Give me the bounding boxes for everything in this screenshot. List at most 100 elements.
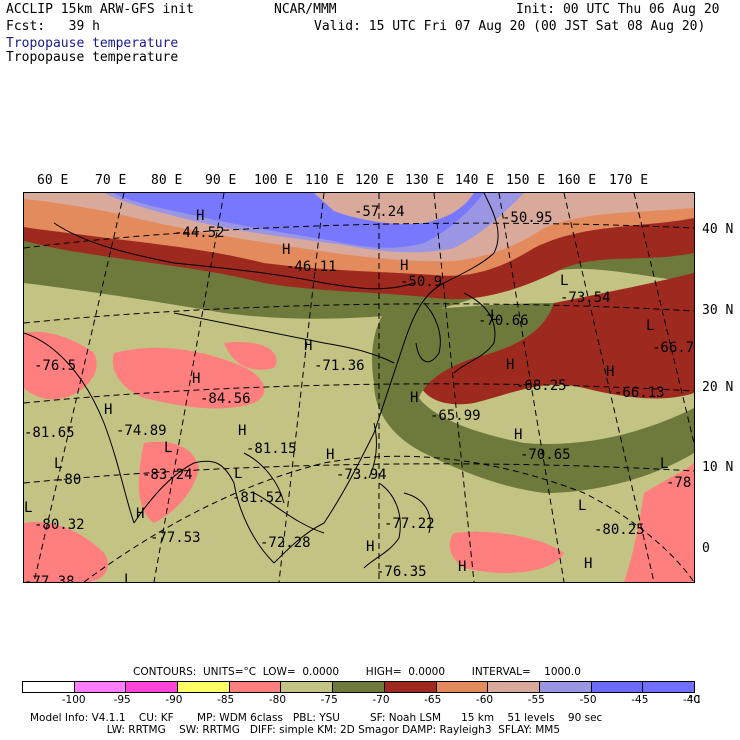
value-label: -77.22 <box>384 516 435 532</box>
lon-label: 60 E <box>37 173 69 188</box>
lon-label: 160 E <box>557 173 597 188</box>
value-label: -81.15 <box>246 441 297 457</box>
colorbar-swatch <box>229 682 282 692</box>
model-title: ACCLIP 15km ARW-GFS init <box>6 2 194 17</box>
high-marker: H <box>584 556 593 572</box>
colorbar-tick-label: -90 <box>165 694 183 706</box>
colorbar-swatch <box>539 682 592 692</box>
value-label: -68.25 <box>516 378 567 394</box>
high-marker: H <box>136 506 145 522</box>
shade-salmon-3 <box>138 441 199 523</box>
colorbar-swatch <box>384 682 437 692</box>
lat-label: 40 N <box>702 222 734 237</box>
value-label: -70.66 <box>478 313 529 329</box>
colorbar-swatch <box>591 682 644 692</box>
value-label: -81.65 <box>24 425 75 441</box>
low-marker: L <box>560 273 569 289</box>
tropopause-temperature-map <box>24 193 694 582</box>
field-title-shaded: Tropopause temperature <box>6 36 179 51</box>
value-label: -77.38 <box>24 574 75 583</box>
institution-label: NCAR/MMM <box>274 2 337 17</box>
colorbar-tick-label: -40 <box>683 694 701 706</box>
high-marker: H <box>458 559 467 575</box>
lon-label: 130 E <box>405 173 445 188</box>
low-marker: L <box>646 318 655 334</box>
high-marker: H <box>326 447 335 463</box>
value-label: -80 <box>56 472 82 488</box>
colorbar-tick-label: -55 <box>527 694 545 706</box>
lon-label: 120 E <box>355 173 395 188</box>
colorbar-swatch <box>436 682 489 692</box>
model-info-line1: Model Info: V4.1.1 CU: KF MP: WDM 6class… <box>30 712 603 724</box>
colorbar-swatch <box>488 682 540 692</box>
colorbar-tick-label: -60 <box>475 694 494 706</box>
colorbar-swatch <box>643 682 694 692</box>
lon-label: 170 E <box>609 173 649 188</box>
colorbar-swatch <box>333 682 385 692</box>
value-label: -76.35 <box>376 564 427 580</box>
value-label: -80.32 <box>34 517 85 533</box>
high-marker: H <box>238 423 247 439</box>
high-marker: H <box>104 402 113 418</box>
colorbar-tick-label: -80 <box>268 694 286 706</box>
lon-label: 90 E <box>205 173 237 188</box>
value-label: -46.11 <box>286 259 337 275</box>
colorbar-tick-label: -95 <box>113 694 131 706</box>
colorbar-tick-label: -100 <box>61 694 86 706</box>
low-marker: L <box>660 456 669 472</box>
model-info-line2: LW: RRTMG SW: RRTMG DIFF: simple KM: 2D … <box>30 724 561 736</box>
high-marker: H <box>410 390 419 406</box>
value-label: -50.95 <box>502 210 553 226</box>
value-label: -72.28 <box>260 535 311 551</box>
value-label: -66.74 <box>652 340 695 356</box>
value-label: -84.56 <box>200 391 251 407</box>
colorbar-swatch <box>281 682 334 692</box>
value-label: -81.52 <box>232 490 283 506</box>
high-marker: H <box>196 208 205 224</box>
low-marker: L <box>490 308 499 324</box>
colorbar-tick-label: -75 <box>320 694 338 706</box>
colorbar-swatch <box>23 682 75 692</box>
field-title-contour: Tropopause temperature <box>6 50 179 65</box>
lon-label: 140 E <box>455 173 495 188</box>
value-label: -44.52 <box>174 225 225 241</box>
value-label: -66.13 <box>614 385 665 401</box>
low-marker: L <box>164 440 173 456</box>
value-label: -73.54 <box>560 290 611 306</box>
lat-label: 0 <box>702 541 710 556</box>
value-label: -74.89 <box>116 423 167 439</box>
lat-label: 30 N <box>702 303 734 318</box>
colorbar-swatch <box>126 682 179 692</box>
colorbar-tick-label: -50 <box>579 694 597 706</box>
lon-label: 150 E <box>506 173 546 188</box>
low-marker: L <box>54 456 63 472</box>
contour-info: CONTOURS: UNITS=°C LOW= 0.0000 HIGH= 0.0… <box>133 666 581 678</box>
value-label: -71.36 <box>314 358 365 374</box>
colorbar-swatch <box>178 682 230 692</box>
high-marker: H <box>366 539 375 555</box>
forecast-hour: Fcst: 39 h <box>6 19 100 34</box>
value-label: -78.7 <box>666 475 694 491</box>
value-label: -70.65 <box>520 447 571 463</box>
lat-label: 20 N <box>702 380 734 395</box>
lon-label: 110 E <box>305 173 345 188</box>
high-marker: H <box>400 258 409 274</box>
shade-salmon-2 <box>112 347 265 409</box>
value-label: -80.25 <box>594 522 645 538</box>
low-marker: L <box>24 500 33 516</box>
shade-red-pacific <box>419 273 694 405</box>
lon-label: 70 E <box>95 173 127 188</box>
valid-time: Valid: 15 UTC Fri 07 Aug 20 (00 JST Sat … <box>314 19 706 34</box>
shade-salmon-7 <box>224 342 277 370</box>
shade-salmon-5 <box>624 463 694 582</box>
colorbar-swatch <box>74 682 127 692</box>
colorbar-unit: °C <box>688 694 701 706</box>
high-marker: H <box>282 242 291 258</box>
lon-label: 100 E <box>254 173 294 188</box>
map-panel: H -44.52 -57.24 -50.95 H -46.11 H -50.9 L -73.54 L… <box>23 192 695 583</box>
value-label: -57.24 <box>354 204 405 220</box>
shade-salmon-4 <box>24 522 108 582</box>
value-label: -77.53 <box>150 530 201 546</box>
lat-label: 10 N <box>702 460 734 475</box>
shade-olive-dark-central <box>372 303 694 493</box>
